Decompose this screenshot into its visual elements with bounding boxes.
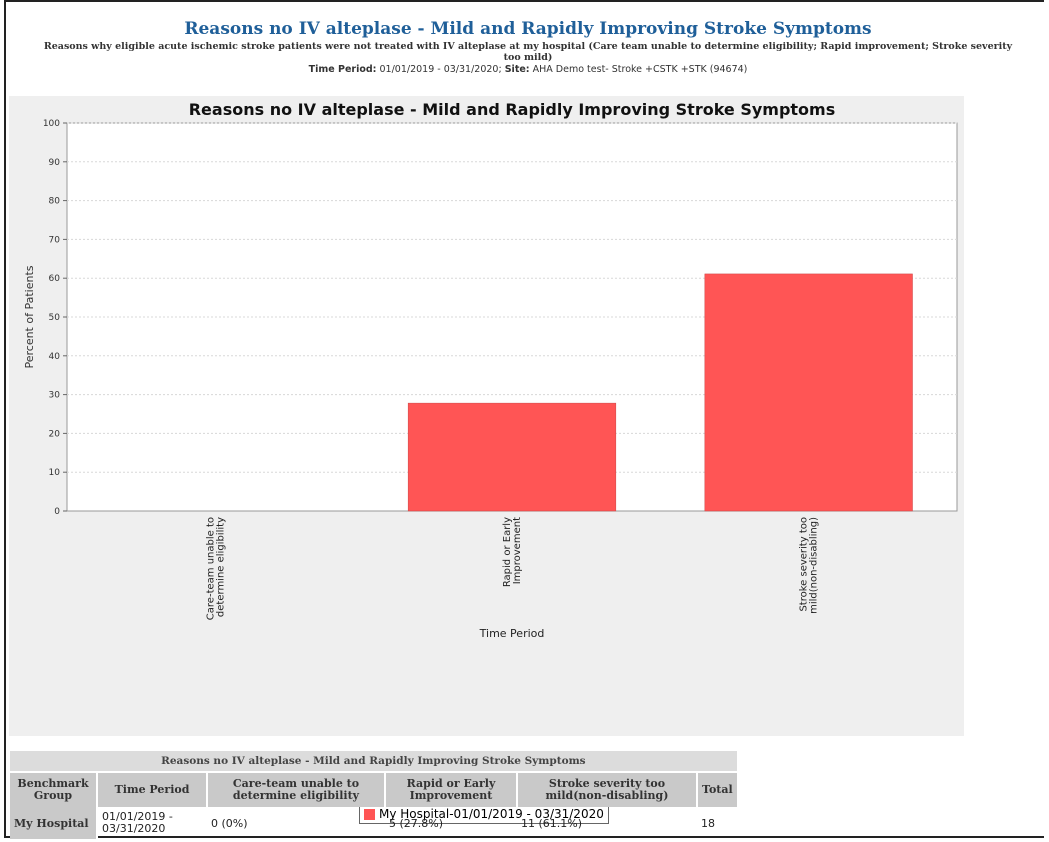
legend-label: My Hospital-01/01/2019 - 03/31/2020 [379, 807, 604, 821]
cell-care-team: 0 (0%) [211, 816, 248, 830]
table-header-row: Benchmark Group Time Period Care-team una… [10, 772, 737, 807]
header-rapid: Rapid or Early Improvement [385, 772, 518, 807]
y-axis-label: Percent of Patients [23, 265, 36, 368]
y-tick-label: 50 [49, 313, 61, 323]
header-total: Total [697, 772, 737, 807]
header-care-team: Care-team unable to determine eligibility [207, 772, 386, 807]
y-tick-label: 90 [49, 158, 61, 168]
site-value: AHA Demo test- Stroke +CSTK +STK (94674) [532, 64, 748, 75]
bar [704, 273, 913, 512]
site-label: Site: [504, 64, 530, 75]
bar [407, 402, 617, 512]
report-title: Reasons no IV alteplase - Mild and Rapid… [184, 19, 872, 39]
y-tick-label: 20 [49, 429, 61, 439]
header-benchmark-group: Benchmark Group [10, 772, 98, 807]
cell-severity: 11 (61.1%) [521, 816, 583, 830]
header-severity: Stroke severity too mild(non-disabling) [517, 772, 698, 807]
x-tick-label: mild(non-disabling) [809, 517, 820, 614]
report-subtitle: Reasons why eligible acute ischemic stro… [43, 41, 1013, 52]
y-tick-label: 0 [54, 507, 60, 517]
time-period-value: 01/01/2019 - 03/31/2020; [379, 64, 502, 75]
x-tick-label: determine eligibility [215, 517, 226, 617]
x-tick-label: Stroke severity too [799, 517, 810, 612]
y-tick-label: 40 [49, 352, 61, 362]
cell-time-period: 01/01/2019 -03/31/2020 [102, 810, 173, 835]
cell-rapid: 5 (27.8%) [389, 816, 444, 830]
report-subtitle-continued: too mild) [503, 52, 553, 63]
x-tick-label: Improvement [512, 517, 523, 584]
cell-total: 18 [701, 816, 715, 830]
x-axis-label: Time Period [479, 627, 545, 640]
table-row: My Hospital 01/01/2019 -03/31/2020 0 (0%… [10, 807, 737, 839]
chart-title: Reasons no IV alteplase - Mild and Rapid… [189, 100, 836, 119]
chart-legend: My Hospital-01/01/2019 - 03/31/2020 [359, 804, 609, 824]
y-tick-label: 80 [49, 197, 61, 207]
y-tick-label: 100 [43, 119, 60, 129]
bar-chart: Reasons no IV alteplase - Mild and Rapid… [23, 100, 958, 640]
y-tick-label: 30 [49, 391, 61, 401]
report-header: Reasons no IV alteplase - Mild and Rapid… [8, 18, 1048, 76]
table-caption: Reasons no IV alteplase - Mild and Rapid… [10, 751, 737, 773]
report-frame [4, 0, 1044, 838]
legend-swatch [364, 808, 375, 820]
y-tick-label: 10 [49, 468, 61, 478]
cell-group: My Hospital [10, 807, 98, 839]
x-tick-label: Rapid or Early [502, 517, 513, 587]
y-tick-label: 70 [49, 235, 61, 245]
x-tick-label: Care-team unable to [205, 517, 216, 620]
time-period-label: Time Period: [308, 64, 377, 75]
report-meta: Time Period: 01/01/2019 - 03/31/2020; Si… [8, 64, 1048, 76]
header-time-period: Time Period [97, 772, 208, 807]
y-tick-label: 60 [49, 274, 61, 284]
data-table: Reasons no IV alteplase - Mild and Rapid… [10, 751, 737, 839]
chart-panel: Reasons no IV alteplase - Mild and Rapid… [9, 96, 964, 824]
